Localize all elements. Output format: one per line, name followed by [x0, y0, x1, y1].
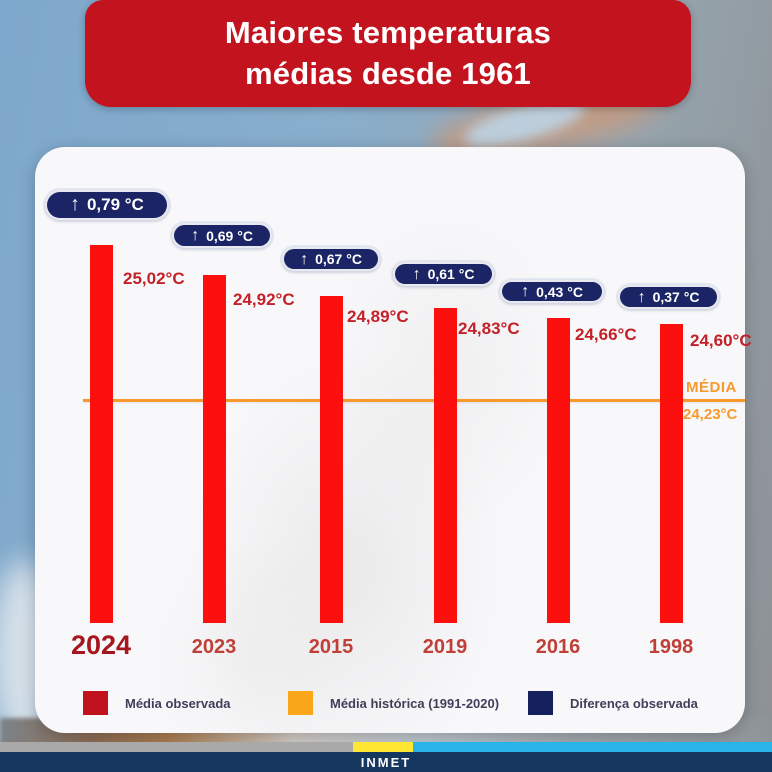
legend-label: Diferença observada — [570, 695, 698, 711]
legend-label: Média observada — [125, 695, 231, 711]
title-line-1: Maiores temperaturas — [224, 14, 552, 50]
title-banner: Maiores temperaturas médias desde 1961 — [85, 0, 691, 107]
year-label-2015: 2015 — [308, 636, 354, 658]
legend-item-historical: Média histórica (1991-2020) — [288, 691, 499, 715]
temperature-bar-2024 — [90, 245, 113, 623]
temperature-bar-2019 — [434, 308, 457, 623]
temperature-bar-1998 — [660, 324, 683, 623]
diff-badge-label: 0,61 °C — [427, 266, 475, 282]
historical-mean-line — [83, 399, 745, 402]
diff-badge-label: 0,67 °C — [315, 251, 362, 267]
legend-item-difference: Diferença observada — [528, 691, 698, 715]
year-label-2019: 2019 — [422, 636, 468, 658]
diff-badge-label: 0,79 °C — [86, 195, 144, 214]
strip-gray-segment — [0, 742, 353, 752]
historical-mean-value: 24,23°C — [683, 406, 738, 423]
bar-value-label: 24,92°C — [233, 290, 295, 309]
diff-badge-label: 0,69 °C — [206, 227, 253, 244]
bar-value-label: 24,83°C — [458, 319, 520, 338]
footer-bar: INMET — [0, 752, 772, 772]
up-arrow-icon: ↑ — [70, 193, 80, 216]
legend-label: Média histórica (1991-2020) — [330, 695, 500, 711]
year-label-2016: 2016 — [535, 636, 581, 658]
temperature-bar-2015 — [320, 296, 343, 623]
historical-mean-label: MÉDIA — [686, 379, 737, 396]
title-line-2: médias desde 1961 — [244, 55, 532, 91]
diff-badge-2015: ↑ 0,67 °C — [282, 247, 380, 271]
strip-blue-segment — [413, 742, 772, 752]
bar-value-label: 25,02°C — [123, 269, 185, 288]
chart-card: MÉDIA 24,23°C ↑ 0,79 °C ↑ 0,69 °C ↑ 0,67… — [35, 147, 752, 733]
diff-badge-label: 0,37 °C — [652, 289, 700, 305]
footer-accent-strip — [0, 742, 772, 752]
up-arrow-icon: ↑ — [191, 226, 200, 245]
legend-item-observed: Média observada — [83, 691, 231, 715]
up-arrow-icon: ↑ — [300, 249, 309, 268]
legend-swatch-historical — [288, 691, 313, 715]
diff-badge-2023: ↑ 0,69 °C — [172, 223, 272, 248]
temperature-bar-2023 — [203, 275, 226, 623]
strip-yellow-segment — [353, 742, 413, 752]
diff-badge-2024: ↑ 0,79 °C — [45, 190, 169, 220]
diff-badge-2019: ↑ 0,61 °C — [393, 262, 494, 286]
year-label-2024: 2024 — [70, 630, 132, 660]
diff-badge-2016: ↑ 0,43 °C — [500, 280, 604, 303]
up-arrow-icon: ↑ — [637, 287, 646, 306]
diff-badge-1998: ↑ 0,37 °C — [618, 285, 719, 309]
diff-badge-label: 0,43 °C — [536, 283, 583, 300]
bar-value-label: 24,60°C — [690, 331, 752, 350]
up-arrow-icon: ↑ — [521, 282, 530, 301]
temperature-bar-2016 — [547, 318, 570, 623]
legend-swatch-difference — [528, 691, 553, 715]
bar-value-label: 24,66°C — [575, 325, 637, 344]
year-label-2023: 2023 — [191, 636, 237, 658]
inmet-logo: INMET — [360, 754, 412, 770]
legend: Média observada Média histórica (1991-20… — [35, 691, 745, 721]
legend-swatch-observed — [83, 691, 108, 715]
year-label-1998: 1998 — [648, 636, 694, 658]
up-arrow-icon: ↑ — [412, 264, 421, 283]
bar-value-label: 24,89°C — [347, 307, 409, 326]
